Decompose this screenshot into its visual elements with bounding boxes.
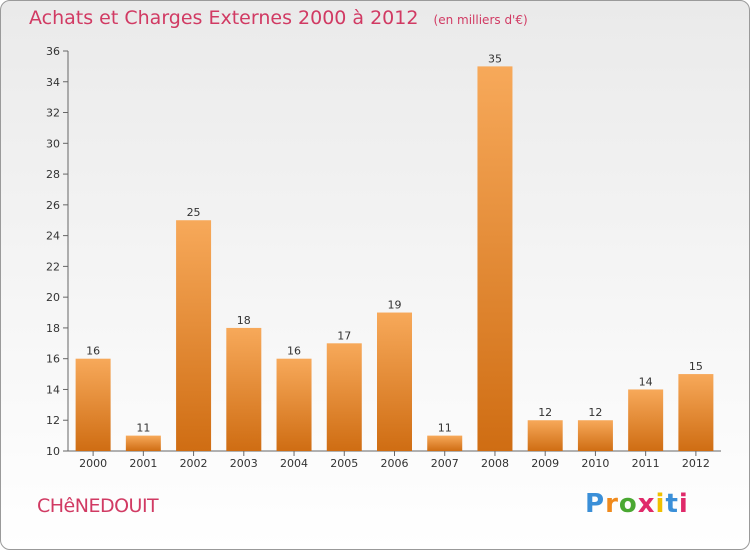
- bar-value-label: 17: [337, 329, 351, 342]
- logo-letter: i: [678, 489, 689, 519]
- y-tick-label: 14: [46, 383, 60, 396]
- y-tick-label: 16: [46, 353, 60, 366]
- bar-2001: [125, 435, 161, 451]
- commune-name: CHêNEDOUIT: [37, 495, 159, 517]
- logo-letter: o: [618, 489, 638, 519]
- bar-value-label: 11: [438, 422, 452, 435]
- bar-value-label: 12: [538, 406, 552, 419]
- title-row: Achats et Charges Externes 2000 à 2012 (…: [29, 7, 528, 29]
- logo-letter: i: [655, 489, 666, 519]
- bar-2005: [326, 343, 362, 451]
- x-tick-label: 2011: [632, 457, 660, 470]
- bar-value-label: 11: [136, 422, 150, 435]
- y-tick-label: 12: [46, 414, 60, 427]
- x-tick-label: 2008: [481, 457, 509, 470]
- bar-value-label: 14: [639, 375, 653, 388]
- bar-2011: [628, 389, 664, 451]
- bar-2012: [678, 374, 714, 451]
- bar-value-label: 18: [237, 314, 251, 327]
- bar-value-label: 35: [488, 52, 502, 65]
- y-tick-label: 32: [46, 107, 60, 120]
- x-tick-label: 2012: [682, 457, 710, 470]
- x-tick-label: 2004: [280, 457, 308, 470]
- x-tick-label: 2005: [330, 457, 358, 470]
- x-tick-label: 2009: [531, 457, 559, 470]
- x-tick-label: 2001: [129, 457, 157, 470]
- x-tick-label: 2002: [180, 457, 208, 470]
- bar-2006: [377, 312, 412, 451]
- x-tick-label: 2007: [431, 457, 459, 470]
- bar-2009: [527, 420, 563, 451]
- bar-2003: [226, 327, 262, 451]
- y-tick-label: 34: [46, 76, 60, 89]
- bar-value-label: 25: [187, 206, 201, 219]
- bar-2008: [477, 66, 513, 451]
- x-tick-label: 2006: [381, 457, 409, 470]
- x-tick-label: 2000: [79, 457, 107, 470]
- bar-value-label: 16: [287, 345, 301, 358]
- x-tick-label: 2010: [581, 457, 609, 470]
- bar-value-label: 16: [86, 345, 100, 358]
- x-tick-label: 2003: [230, 457, 258, 470]
- bar-2004: [276, 358, 312, 451]
- y-tick-label: 20: [46, 291, 60, 304]
- y-tick-label: 10: [46, 445, 60, 458]
- bar-2002: [176, 220, 212, 451]
- y-tick-label: 36: [46, 45, 60, 58]
- logo-letter: t: [665, 489, 679, 519]
- bar-2007: [427, 435, 463, 451]
- logo-letter: P: [585, 489, 606, 519]
- y-tick-label: 18: [46, 322, 60, 335]
- y-tick-label: 24: [46, 230, 60, 243]
- bar-2010: [577, 420, 613, 451]
- bar-value-label: 15: [689, 360, 703, 373]
- bar-value-label: 19: [388, 299, 402, 312]
- logo-letter: r: [605, 489, 619, 519]
- y-tick-label: 26: [46, 199, 60, 212]
- proxiti-logo[interactable]: Proxiti: [585, 489, 689, 519]
- logo-letter: x: [637, 489, 656, 519]
- y-tick-label: 30: [46, 137, 60, 150]
- chart-title: Achats et Charges Externes 2000 à 2012: [29, 7, 419, 29]
- y-tick-label: 22: [46, 260, 60, 273]
- y-tick-label: 28: [46, 168, 60, 181]
- chart-unit: (en milliers d'€): [433, 13, 528, 27]
- bar-value-label: 12: [588, 406, 602, 419]
- bar-2000: [75, 358, 111, 451]
